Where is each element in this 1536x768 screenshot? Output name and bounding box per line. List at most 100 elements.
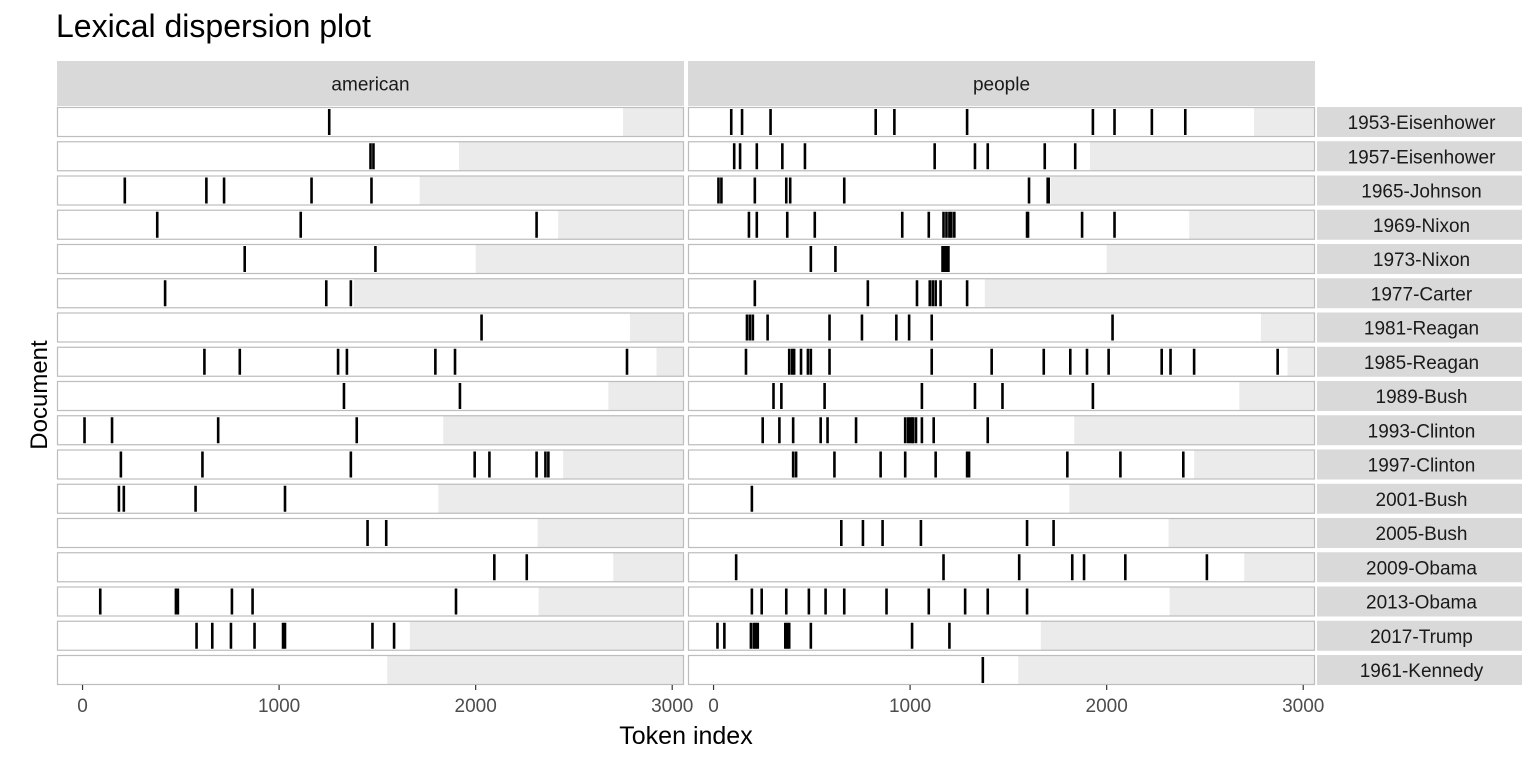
facet-label: american bbox=[331, 75, 409, 96]
panel-border bbox=[687, 106, 1316, 138]
panel-border bbox=[56, 449, 685, 480]
document-span bbox=[57, 381, 609, 411]
panel-border bbox=[687, 415, 1316, 446]
x-tick-label: 2000 bbox=[455, 696, 497, 717]
document-span bbox=[57, 620, 410, 651]
document-strip bbox=[1317, 586, 1522, 617]
document-label: 2009-Obama bbox=[1366, 558, 1477, 579]
document-strip bbox=[1317, 381, 1522, 411]
document-strip bbox=[1317, 483, 1522, 514]
document-strip bbox=[1317, 244, 1522, 274]
document-span bbox=[688, 209, 1190, 240]
panel-border bbox=[687, 209, 1316, 240]
panel-border bbox=[56, 278, 685, 309]
panel-border bbox=[56, 312, 685, 343]
document-span bbox=[688, 346, 1288, 377]
panel-border bbox=[56, 106, 685, 138]
document-span bbox=[57, 244, 476, 274]
document-span bbox=[688, 483, 1070, 514]
document-span bbox=[688, 244, 1107, 274]
panel-border bbox=[56, 243, 685, 275]
panel-border bbox=[56, 483, 685, 514]
document-span bbox=[688, 415, 1075, 446]
document-span bbox=[688, 107, 1255, 137]
panel-border bbox=[687, 380, 1316, 412]
x-tick-label: 3000 bbox=[1282, 696, 1324, 717]
document-span bbox=[688, 175, 1051, 206]
panel-border bbox=[56, 552, 685, 583]
document-label: 1981-Reagan bbox=[1364, 319, 1479, 340]
panel-border bbox=[687, 312, 1316, 343]
x-tick-label: 2000 bbox=[1086, 696, 1128, 717]
document-span bbox=[688, 449, 1195, 480]
x-tick-label: 0 bbox=[77, 696, 88, 717]
panel-border bbox=[687, 654, 1316, 686]
document-span bbox=[688, 141, 1090, 172]
panel-border bbox=[56, 654, 685, 686]
document-span bbox=[57, 175, 420, 206]
panel-border bbox=[56, 380, 685, 412]
facet-label: people bbox=[973, 75, 1030, 96]
document-strip bbox=[1317, 655, 1522, 685]
document-strip bbox=[1317, 415, 1522, 446]
panel-border bbox=[687, 346, 1316, 377]
document-label: 1965-Johnson bbox=[1361, 182, 1481, 203]
document-label: 2013-Obama bbox=[1366, 593, 1477, 614]
document-label: 1961-Kennedy bbox=[1360, 661, 1484, 682]
panel-border bbox=[687, 278, 1316, 309]
document-span bbox=[57, 518, 538, 548]
panel-border bbox=[687, 620, 1316, 651]
document-span bbox=[57, 141, 459, 172]
panel-border bbox=[56, 586, 685, 617]
panel-border bbox=[56, 517, 685, 549]
document-span bbox=[57, 346, 657, 377]
document-span bbox=[688, 381, 1240, 411]
document-span bbox=[57, 586, 539, 617]
panel-border bbox=[687, 552, 1316, 583]
document-strip bbox=[1317, 312, 1522, 343]
document-label: 1985-Reagan bbox=[1364, 353, 1479, 374]
document-strip bbox=[1317, 552, 1522, 583]
panel-border bbox=[687, 175, 1316, 206]
panel-border bbox=[687, 483, 1316, 514]
document-span bbox=[688, 552, 1245, 583]
document-strip bbox=[1317, 209, 1522, 240]
document-span bbox=[57, 107, 624, 137]
document-label: 1993-Clinton bbox=[1368, 421, 1476, 442]
document-span bbox=[57, 483, 439, 514]
panel-border bbox=[56, 175, 685, 206]
document-strip bbox=[1317, 175, 1522, 206]
panel-border bbox=[687, 243, 1316, 275]
x-tick-label: 0 bbox=[708, 696, 719, 717]
document-label: 2005-Bush bbox=[1376, 524, 1468, 545]
panel-border bbox=[687, 586, 1316, 617]
document-span bbox=[57, 415, 444, 446]
chart-title: Lexical dispersion plot bbox=[56, 8, 371, 44]
document-label: 1997-Clinton bbox=[1368, 456, 1476, 477]
document-strip bbox=[1317, 107, 1522, 137]
document-span bbox=[688, 620, 1041, 651]
document-label: 1977-Carter bbox=[1371, 284, 1473, 305]
x-tick-label: 3000 bbox=[651, 696, 693, 717]
x-tick-label: 1000 bbox=[889, 696, 931, 717]
panel-border bbox=[56, 141, 685, 172]
facet-strip-people bbox=[688, 61, 1315, 106]
panel-border bbox=[687, 141, 1316, 172]
panel-border bbox=[56, 209, 685, 240]
document-label: 1973-Nixon bbox=[1373, 250, 1470, 271]
document-span bbox=[57, 655, 388, 685]
document-span bbox=[57, 278, 354, 309]
panel-border bbox=[56, 346, 685, 377]
document-label: 1957-Eisenhower bbox=[1348, 147, 1497, 168]
document-span bbox=[688, 655, 1019, 685]
document-span bbox=[57, 449, 564, 480]
document-span bbox=[57, 209, 559, 240]
panel-border bbox=[56, 620, 685, 651]
document-span bbox=[57, 552, 614, 583]
x-axis-label: Token index bbox=[619, 722, 753, 750]
document-strip bbox=[1317, 346, 1522, 377]
panel-border bbox=[687, 517, 1316, 549]
facet-strip-american bbox=[57, 61, 684, 106]
document-strip bbox=[1317, 518, 1522, 548]
